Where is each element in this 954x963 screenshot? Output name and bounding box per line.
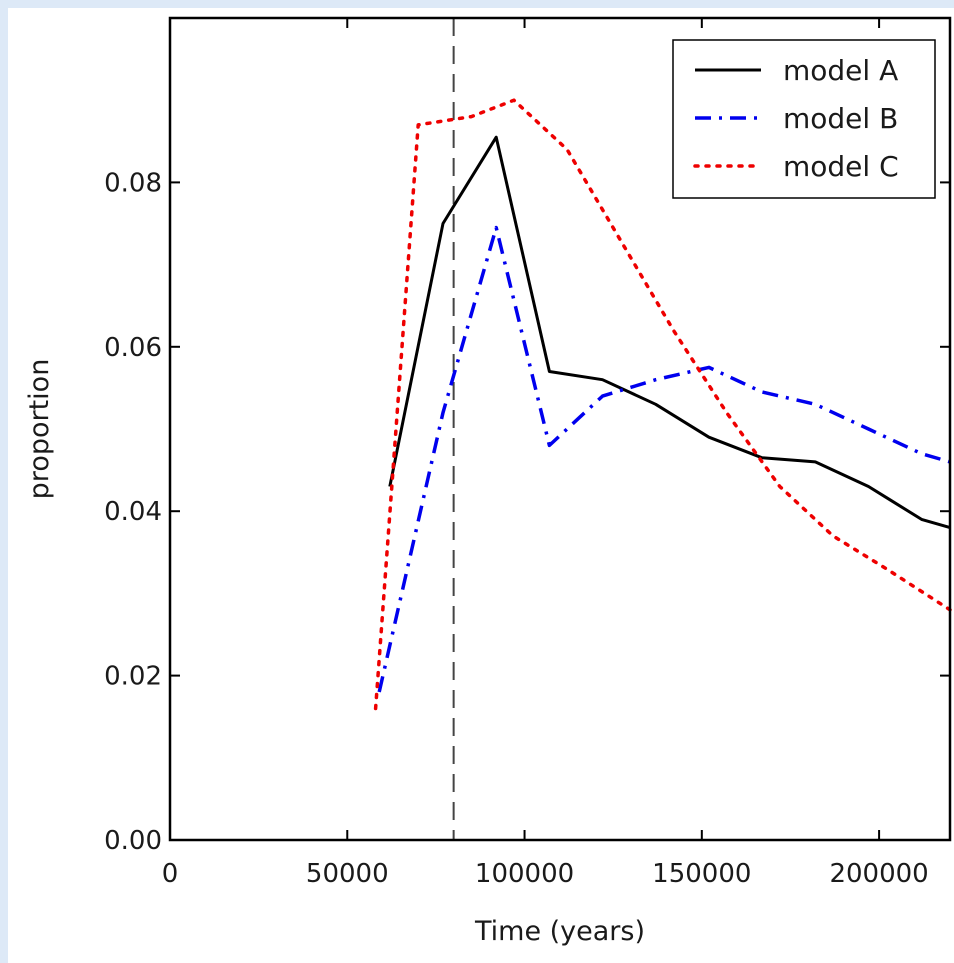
series-line-model-a xyxy=(388,135,951,530)
y-tick-label: 0.06 xyxy=(104,333,162,363)
series-line-model-b xyxy=(377,225,951,693)
x-tick-label: 0 xyxy=(162,859,179,889)
y-axis-title: proportion xyxy=(24,359,55,500)
series-line-model-c xyxy=(373,98,952,711)
y-tick-label: 0.00 xyxy=(104,826,162,856)
y-tick-label: 0.02 xyxy=(104,662,162,692)
x-tick-label: 200000 xyxy=(829,859,928,889)
x-tick-label: 50000 xyxy=(306,859,389,889)
legend-label: model B xyxy=(783,102,898,135)
x-tick-label: 100000 xyxy=(475,859,574,889)
legend-label: model A xyxy=(783,54,898,87)
legend-label: model C xyxy=(783,150,899,183)
x-tick-label: 150000 xyxy=(652,859,751,889)
y-tick-label: 0.08 xyxy=(104,168,162,198)
x-axis-title: Time (years) xyxy=(474,916,645,947)
plot-area-border xyxy=(168,16,952,842)
y-tick-label: 0.04 xyxy=(104,497,162,527)
legend: model A model B model C xyxy=(672,39,936,199)
legend-box xyxy=(672,39,936,199)
